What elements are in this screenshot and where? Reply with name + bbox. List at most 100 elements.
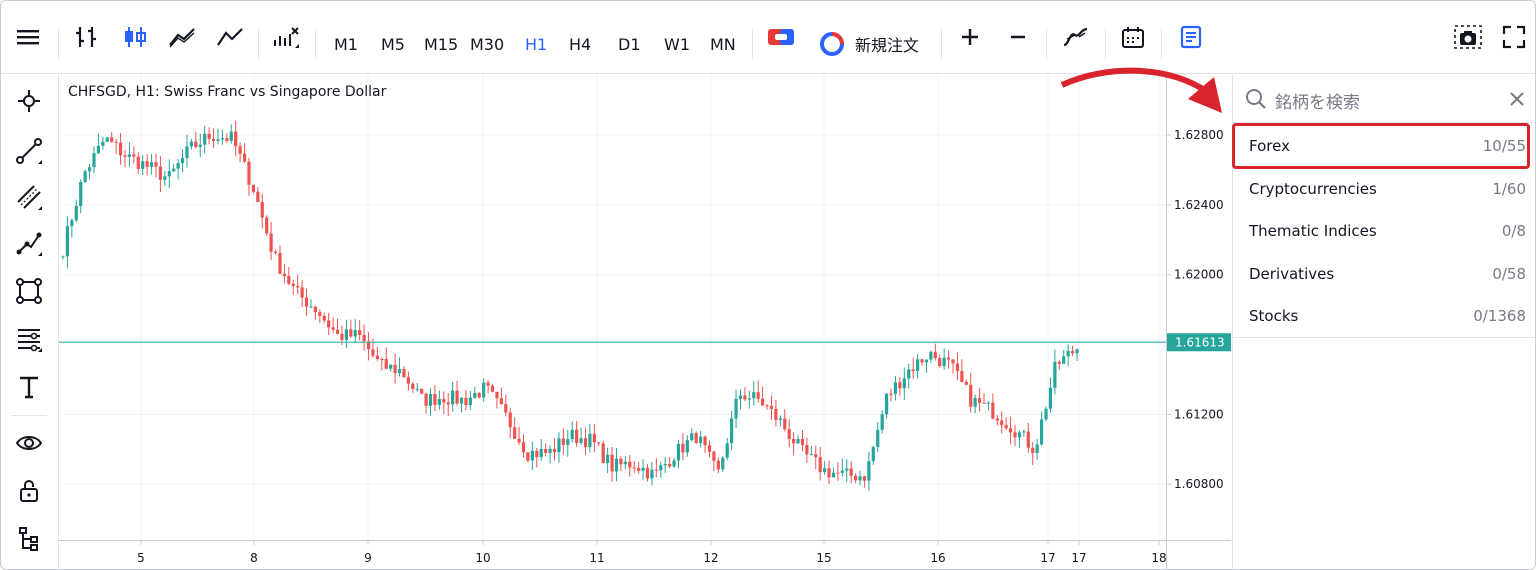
candle-body xyxy=(650,469,654,479)
candle-body xyxy=(734,398,738,419)
close-icon[interactable] xyxy=(1509,91,1525,107)
timeframe-m5[interactable]: M5 xyxy=(381,35,405,54)
candle-body xyxy=(433,393,437,405)
screenshot-icon[interactable] xyxy=(1453,23,1483,51)
candle-body xyxy=(389,364,393,369)
candle-body xyxy=(690,433,694,441)
category-count: 0/58 xyxy=(1492,265,1526,283)
y-tick-label: 1.62400 xyxy=(1174,198,1224,212)
candle-body xyxy=(561,438,565,445)
fibonacci-icon[interactable] xyxy=(15,325,43,353)
category-count: 0/1368 xyxy=(1473,307,1526,325)
category-stocks[interactable]: Stocks 0/1368 xyxy=(1233,295,1535,338)
candle-body xyxy=(451,390,455,405)
candle-body xyxy=(92,153,96,168)
candle-body xyxy=(552,448,557,453)
category-count: 1/60 xyxy=(1492,180,1526,198)
candle-body xyxy=(628,461,632,468)
candles-icon[interactable] xyxy=(121,23,149,51)
timeframe-m30[interactable]: M30 xyxy=(470,35,505,54)
candle-body xyxy=(1004,425,1008,429)
candle-body xyxy=(960,370,964,382)
candle-body xyxy=(260,202,264,218)
calendar-icon[interactable] xyxy=(1119,23,1147,51)
candle-body xyxy=(375,355,379,360)
eye-icon[interactable] xyxy=(15,429,43,457)
symbol-search[interactable]: 銘柄を検索 xyxy=(1233,74,1535,123)
category-cryptocurrencies[interactable]: Cryptocurrencies 1/60 xyxy=(1233,168,1535,210)
candle-body xyxy=(1044,408,1048,420)
one-click-trading-icon[interactable] xyxy=(766,23,796,51)
candle-body xyxy=(145,161,149,167)
candle-body xyxy=(79,182,83,206)
area-chart-icon[interactable] xyxy=(167,23,197,51)
templates-icon[interactable] xyxy=(1061,23,1091,51)
candle-body xyxy=(1070,351,1075,354)
category-derivatives[interactable]: Derivatives 0/58 xyxy=(1233,253,1535,295)
chart-canvas[interactable]: 1.62800 1.62400 1.62000 1.61200 1.60800 5 8 9 10… xyxy=(59,74,1231,569)
fullscreen-icon[interactable] xyxy=(1500,23,1528,51)
candle-body xyxy=(986,402,991,404)
search-input[interactable]: 銘柄を検索 xyxy=(1275,93,1360,113)
candle-body xyxy=(796,439,800,444)
candle-body xyxy=(132,154,136,157)
zoom-in-icon[interactable] xyxy=(957,23,983,51)
text-tool-icon[interactable] xyxy=(15,373,43,401)
candle-body xyxy=(282,273,286,277)
lock-icon[interactable] xyxy=(15,477,43,505)
polyline-icon[interactable] xyxy=(15,229,43,257)
x-tick-label: 5 xyxy=(137,551,145,565)
candle-body xyxy=(101,141,105,146)
category-thematic-indices[interactable]: Thematic Indices 0/8 xyxy=(1233,210,1535,252)
candle-body xyxy=(575,429,579,443)
candle-body xyxy=(579,438,583,443)
candle-body xyxy=(809,454,813,456)
candle-body xyxy=(353,330,357,337)
timeframe-w1[interactable]: W1 xyxy=(664,35,690,54)
candle-body xyxy=(291,283,295,287)
new-order-button[interactable]: 新規注文 xyxy=(819,31,919,57)
crosshair-icon[interactable] xyxy=(15,87,43,115)
candle-body xyxy=(420,388,424,394)
timeframe-m1[interactable]: M1 xyxy=(334,35,358,54)
menu-icon[interactable] xyxy=(15,23,43,51)
zoom-out-icon[interactable] xyxy=(1005,23,1031,51)
rectangle-icon[interactable] xyxy=(15,277,43,305)
candle-body xyxy=(544,448,548,453)
candle-body xyxy=(464,397,468,406)
forex-highlight-box xyxy=(1232,123,1530,169)
candle-body xyxy=(761,398,765,406)
market-watch-icon[interactable] xyxy=(1177,23,1205,51)
line-chart-icon[interactable] xyxy=(215,23,245,51)
candle-body xyxy=(814,454,818,458)
candle-body xyxy=(172,168,176,172)
candle-body xyxy=(929,351,933,360)
category-forex[interactable]: Forex 10/55 xyxy=(1233,125,1535,167)
candle-body xyxy=(623,461,627,465)
candle-body xyxy=(468,397,472,406)
candle-body xyxy=(358,330,362,335)
object-tree-icon[interactable] xyxy=(15,525,43,553)
candle-body xyxy=(70,220,74,227)
timeframe-mn[interactable]: MN xyxy=(710,35,736,54)
price-chart[interactable]: 1.62800 1.62400 1.62000 1.61200 1.60800 5 8 9 10… xyxy=(59,74,1231,569)
candle-body xyxy=(322,315,326,321)
indicators-icon[interactable] xyxy=(271,23,301,51)
timeframe-m15[interactable]: M15 xyxy=(424,35,459,54)
trend-line-icon[interactable] xyxy=(15,137,43,165)
candle-body xyxy=(668,463,672,467)
current-price-label: 1.61613 xyxy=(1175,335,1225,349)
candle-body xyxy=(792,438,796,444)
candle-body xyxy=(517,438,521,443)
timeframe-d1[interactable]: D1 xyxy=(618,35,641,54)
candle-body xyxy=(902,378,906,389)
candle-body xyxy=(141,161,145,169)
bar-chart-icon[interactable] xyxy=(73,23,101,51)
timeframe-h4[interactable]: H4 xyxy=(569,35,592,54)
candle-body xyxy=(849,468,853,476)
candle-body xyxy=(862,476,867,481)
candle-body xyxy=(300,287,304,298)
parallel-channel-icon[interactable] xyxy=(15,183,43,211)
candle-body xyxy=(238,146,242,154)
timeframe-h1[interactable]: H1 xyxy=(525,35,548,54)
